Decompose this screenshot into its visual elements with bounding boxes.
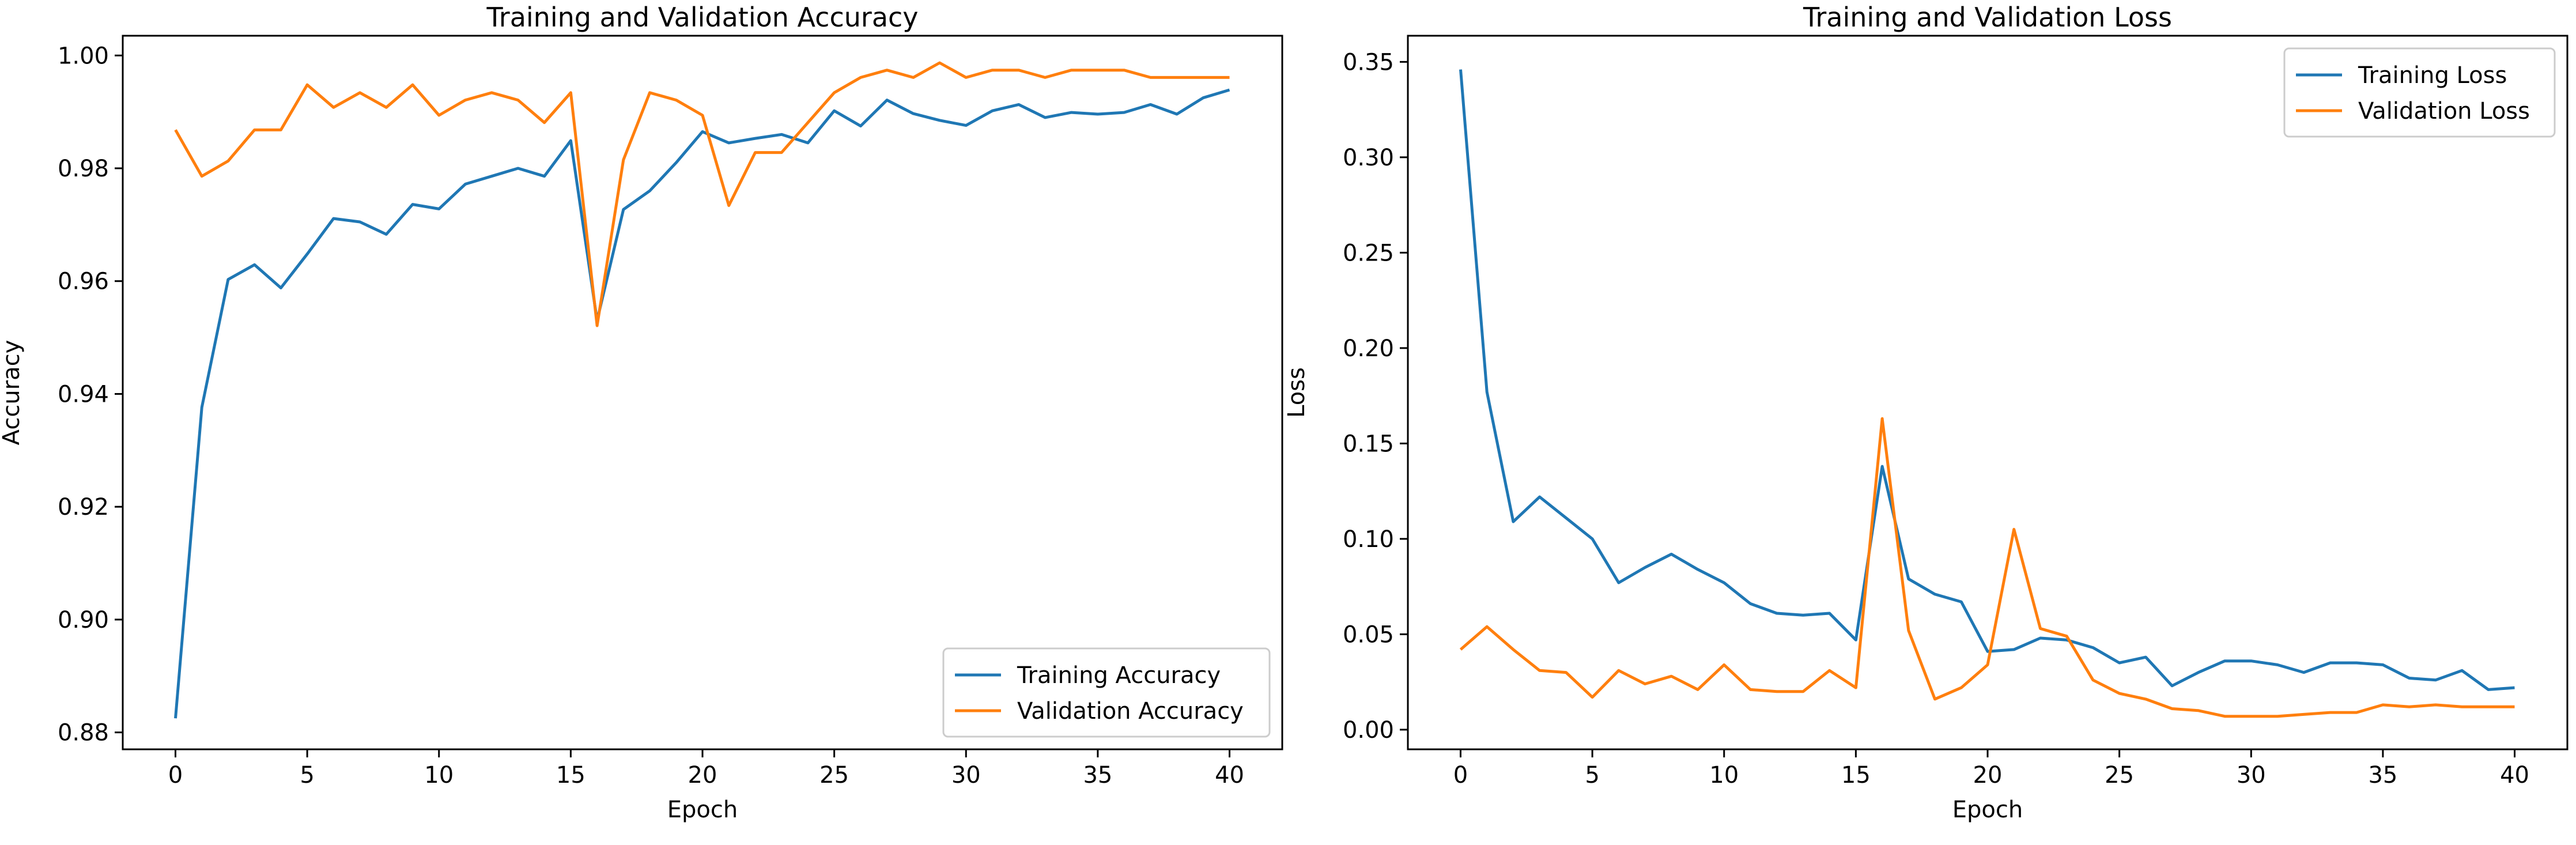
x-tick-label: 5 (300, 762, 314, 789)
x-tick-label: 25 (2105, 762, 2134, 789)
x-tick-label: 10 (424, 762, 454, 789)
y-axis-label: Accuracy (0, 340, 25, 446)
legend: Training Loss Validation Loss (2283, 47, 2556, 138)
y-tick-label: 0.88 (58, 720, 109, 746)
y-tick-label: 0.10 (1343, 526, 1394, 553)
x-axis-label: Epoch (667, 797, 738, 823)
x-tick-label: 35 (2368, 762, 2397, 789)
y-tick-label: 0.25 (1343, 240, 1394, 266)
axes-frame (1407, 35, 2569, 750)
x-tick-label: 0 (168, 762, 183, 789)
y-tick-label: 0.92 (58, 494, 109, 520)
y-tick-label: 0.05 (1343, 621, 1394, 648)
series-line-2 (174, 61, 1230, 327)
legend-label: Validation Accuracy (1017, 698, 1244, 725)
y-tick-label: 0.30 (1343, 145, 1394, 171)
y-tick-label: 0.00 (1343, 717, 1394, 744)
legend-label: Training Loss (2358, 62, 2507, 89)
legend-label: Validation Loss (2358, 98, 2530, 125)
chart-1: Training and Validation Accuracy 0 5 10 15 20… (0, 2, 1283, 823)
x-tick-label: 5 (1585, 762, 1599, 789)
y-tick-label: 0.98 (58, 156, 109, 182)
x-axis-label: Epoch (1952, 797, 2023, 823)
y-tick-label: 0.20 (1343, 335, 1394, 362)
series-line-1 (1459, 69, 2515, 691)
chart-title: Training and Validation Loss (1803, 2, 2172, 33)
y-tick-label: 0.35 (1343, 49, 1394, 76)
x-tick-label: 40 (1215, 762, 1244, 789)
y-tick-label: 1.00 (58, 43, 109, 69)
legend: Training Accuracy Validation Accuracy (942, 647, 1271, 738)
y-tick-label: 0.90 (58, 607, 109, 633)
legend-box (942, 647, 1271, 738)
chart-2: Training and Validation Loss 0 5 10 15 20 25 30… (1283, 2, 2569, 823)
axes-frame (122, 35, 1283, 750)
x-tick-label: 35 (1083, 762, 1112, 789)
y-axis-label: Loss (1283, 367, 1310, 418)
y-tick-label: 0.96 (58, 269, 109, 295)
series-line-2 (1459, 417, 2515, 718)
x-tick-label: 10 (1709, 762, 1739, 789)
x-tick-label: 20 (688, 762, 717, 789)
x-tick-label: 20 (1973, 762, 2003, 789)
legend-label: Training Accuracy (1017, 662, 1221, 689)
x-tick-label: 25 (819, 762, 849, 789)
y-tick-label: 0.94 (58, 381, 109, 408)
legend-box (2283, 47, 2556, 138)
x-tick-label: 0 (1453, 762, 1468, 789)
x-tick-label: 15 (1841, 762, 1871, 789)
x-tick-label: 30 (2237, 762, 2266, 789)
x-tick-label: 40 (2500, 762, 2529, 789)
x-tick-label: 15 (556, 762, 586, 789)
series-line-1 (174, 88, 1230, 719)
y-tick-label: 0.15 (1343, 431, 1394, 457)
x-tick-label: 30 (951, 762, 981, 789)
chart-title: Training and Validation Accuracy (486, 2, 918, 33)
